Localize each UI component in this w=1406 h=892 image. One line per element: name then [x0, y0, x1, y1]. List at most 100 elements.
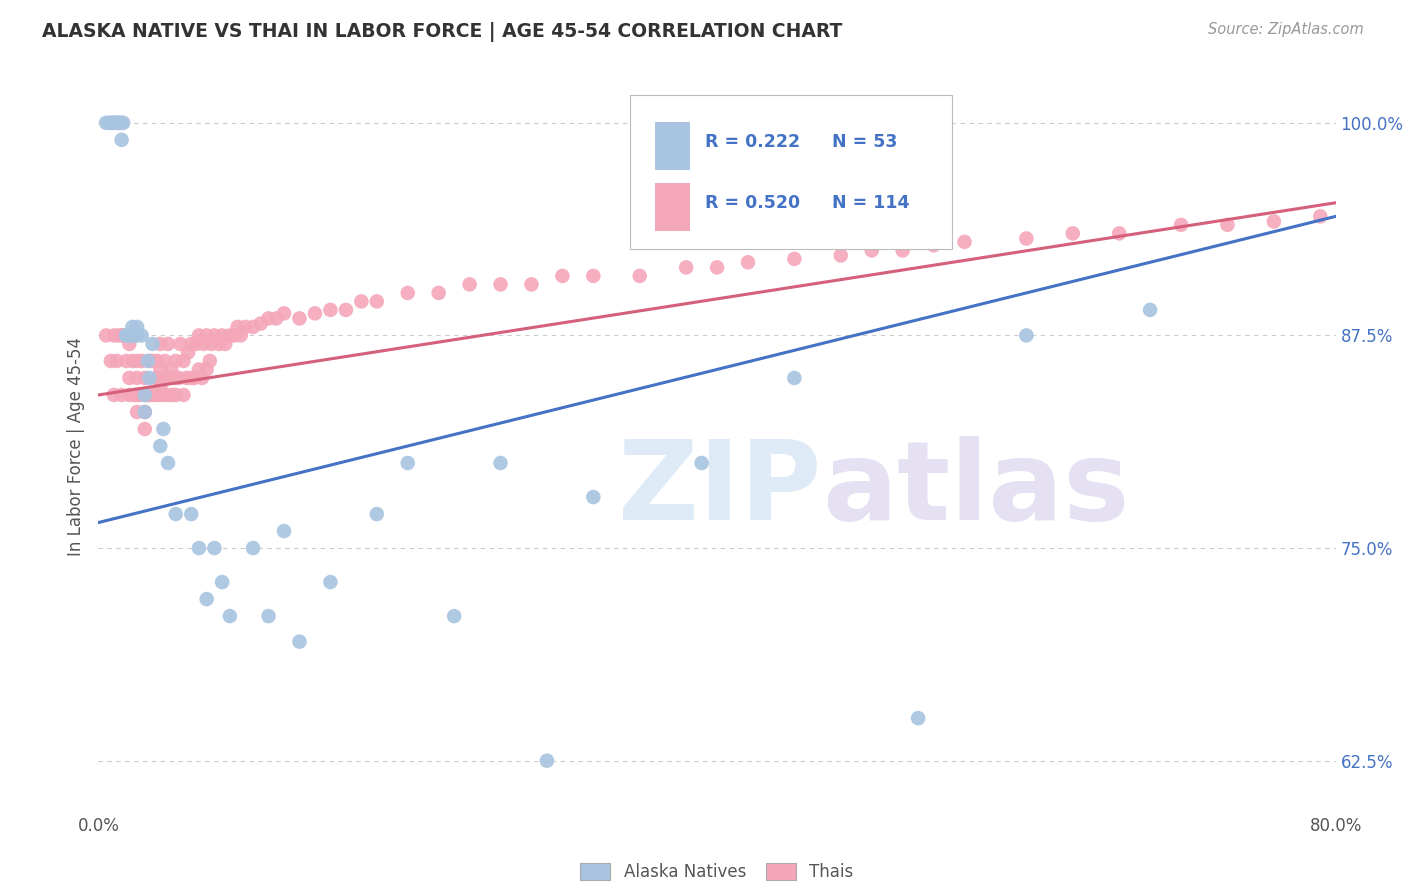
Point — [157, 388, 180, 402]
Point — [136, 388, 159, 402]
Point — [146, 354, 169, 368]
Point — [115, 328, 138, 343]
Point — [152, 371, 174, 385]
Point — [536, 754, 558, 768]
Text: ZIP: ZIP — [619, 436, 821, 543]
Point — [98, 116, 121, 130]
Point — [860, 244, 883, 258]
Point — [127, 371, 149, 385]
Point — [250, 317, 273, 331]
Point — [127, 320, 149, 334]
FancyBboxPatch shape — [655, 122, 690, 169]
Point — [396, 285, 419, 300]
Point — [141, 337, 165, 351]
Point — [157, 337, 180, 351]
Point — [122, 388, 145, 402]
Point — [195, 592, 218, 607]
Point — [204, 541, 226, 555]
Point — [127, 388, 149, 402]
Point — [396, 456, 419, 470]
Point — [233, 320, 257, 334]
Point — [105, 116, 128, 130]
Point — [226, 320, 249, 334]
Point — [489, 456, 512, 470]
Point — [165, 507, 187, 521]
Point — [145, 388, 167, 402]
Point — [105, 354, 128, 368]
Point — [366, 507, 388, 521]
Point — [100, 354, 122, 368]
Point — [153, 354, 176, 368]
Text: R = 0.222: R = 0.222 — [704, 134, 800, 152]
Point — [273, 524, 295, 538]
Point — [112, 328, 135, 343]
Point — [1216, 218, 1239, 232]
Point — [1108, 227, 1130, 241]
Point — [1340, 210, 1362, 224]
Point — [129, 388, 152, 402]
Point — [242, 320, 264, 334]
Point — [737, 255, 759, 269]
Point — [288, 634, 311, 648]
Point — [134, 371, 156, 385]
Point — [211, 328, 233, 343]
Point — [195, 362, 218, 376]
Point — [153, 388, 176, 402]
Point — [127, 328, 149, 343]
Point — [118, 371, 141, 385]
Point — [1062, 227, 1084, 241]
Point — [131, 354, 153, 368]
Point — [264, 311, 288, 326]
Text: N = 114: N = 114 — [832, 194, 910, 212]
Point — [138, 371, 160, 385]
Point — [107, 116, 129, 130]
Point — [690, 456, 713, 470]
Point — [1015, 328, 1038, 343]
Text: Source: ZipAtlas.com: Source: ZipAtlas.com — [1208, 22, 1364, 37]
Text: N = 53: N = 53 — [832, 134, 897, 152]
Point — [131, 328, 153, 343]
Text: ALASKA NATIVE VS THAI IN LABOR FORCE | AGE 45-54 CORRELATION CHART: ALASKA NATIVE VS THAI IN LABOR FORCE | A… — [42, 22, 842, 42]
Point — [111, 133, 132, 147]
Point — [489, 277, 512, 292]
Point — [134, 405, 156, 419]
Point — [138, 354, 160, 368]
Point — [183, 371, 205, 385]
Point — [628, 268, 651, 283]
Point — [922, 238, 945, 252]
Point — [177, 345, 200, 359]
Point — [134, 405, 156, 419]
Point — [176, 371, 198, 385]
Point — [152, 422, 174, 436]
Point — [172, 388, 194, 402]
Point — [122, 328, 145, 343]
Point — [458, 277, 481, 292]
Point — [208, 337, 231, 351]
Point — [134, 422, 156, 436]
Point — [304, 306, 326, 320]
Point — [149, 362, 172, 376]
Y-axis label: In Labor Force | Age 45-54: In Labor Force | Age 45-54 — [66, 336, 84, 556]
Point — [157, 456, 180, 470]
Point — [107, 328, 129, 343]
Point — [146, 371, 169, 385]
Point — [165, 371, 187, 385]
Point — [149, 388, 172, 402]
Point — [157, 371, 180, 385]
Point — [891, 244, 914, 258]
Point — [195, 328, 218, 343]
Point — [198, 354, 221, 368]
Point — [211, 575, 233, 590]
Point — [165, 388, 187, 402]
Point — [582, 490, 605, 504]
Point — [204, 328, 226, 343]
Text: R = 0.520: R = 0.520 — [704, 194, 800, 212]
Point — [1015, 231, 1038, 245]
Point — [134, 388, 156, 402]
Point — [96, 116, 118, 130]
Point — [219, 609, 242, 624]
Point — [335, 302, 357, 317]
Point — [675, 260, 697, 275]
Point — [200, 337, 222, 351]
Point — [288, 311, 311, 326]
